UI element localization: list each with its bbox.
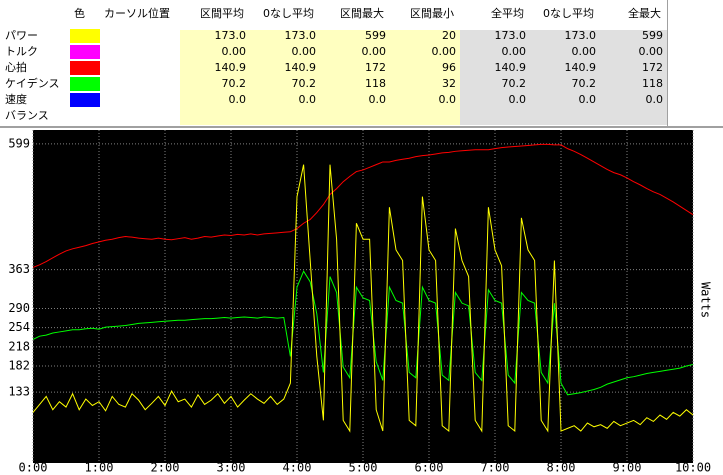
table-cell: 0.00 [431,45,457,58]
x-tick-label: 7:00 [481,461,510,475]
series-line [32,143,694,268]
table-divider [667,0,668,126]
y-axis-label: Watts [699,282,713,318]
column-header: 区間最大 [340,7,384,20]
x-tick-label: 5:00 [349,461,378,475]
table-cell: 0.00 [638,45,664,58]
x-tick-label: 2:00 [151,461,180,475]
column-header: 0なし平均 [263,7,314,20]
table-cell: 0.00 [501,45,527,58]
x-tick-label: 3:00 [217,461,246,475]
column-header: 区間最小 [410,7,454,20]
table-cell: 0.0 [368,93,387,106]
yellow-band [180,30,460,125]
color-swatch [70,61,100,75]
y-tick-label: 363 [8,262,30,276]
table-cell: 0.0 [645,93,664,106]
column-header: 区間平均 [200,7,244,20]
row-label: トルク [5,45,38,58]
y-tick-label: 290 [8,301,30,315]
table-cell: 173.0 [494,29,527,42]
gray-band [460,30,667,125]
column-header: カーソル位置 [104,7,170,20]
row-label: ケイデンス [5,77,60,90]
series-line [32,164,694,433]
table-cell: 173.0 [284,29,317,42]
column-header: 0なし平均 [543,7,594,20]
table-cell: 0.00 [221,45,247,58]
table-cell: 0.00 [291,45,317,58]
y-tick-label: 133 [8,385,30,399]
color-swatch [70,77,100,91]
column-header: 全平均 [491,7,524,20]
table-cell: 0.0 [578,93,597,106]
column-header: 全最大 [628,7,661,20]
table-cell: 70.2 [571,77,597,90]
table-cell: 140.9 [564,61,597,74]
table-cell: 140.9 [284,61,317,74]
row-label: バランス [5,109,49,122]
x-tick-label: 0:00 [19,461,48,475]
y-tick-label: 182 [8,359,30,373]
table-cell: 140.9 [494,61,527,74]
color-swatch [70,93,100,107]
table-cell: 172 [642,61,663,74]
y-tick-label: 599 [8,136,30,150]
table-cell: 173.0 [564,29,597,42]
table-cell: 118 [365,77,386,90]
table-cell: 70.2 [221,77,247,90]
stats-table: 色 カーソル位置 区間平均 0なし平均 区間最大 区間最小 全平均 0なし平均 全最大パワー 17… [0,0,723,128]
table-cell: 70.2 [291,77,317,90]
table-cell: 0.00 [361,45,387,58]
color-swatch [70,29,100,43]
x-tick-label: 9:00 [613,461,642,475]
row-label: パワー [5,29,38,42]
table-cell: 118 [642,77,663,90]
table-cell: 20 [442,29,456,42]
table-cell: 70.2 [501,77,527,90]
x-tick-label: 8:00 [547,461,576,475]
x-tick-label: 1:00 [85,461,114,475]
table-cell: 32 [442,77,456,90]
row-label: 速度 [5,93,27,106]
table-cell: 96 [442,61,456,74]
series-line [32,270,694,396]
color-swatch [70,45,100,59]
table-cell: 0.0 [228,93,247,106]
x-tick-label: 10:00 [675,461,711,475]
column-header: 色 [74,7,85,20]
x-tick-label: 6:00 [415,461,444,475]
table-cell: 0.0 [438,93,457,106]
table-cell: 599 [642,29,663,42]
table-cell: 173.0 [214,29,247,42]
table-cell: 0.0 [298,93,317,106]
table-cell: 172 [365,61,386,74]
y-tick-label: 218 [8,339,30,353]
x-tick-label: 4:00 [283,461,312,475]
chart: Watts 0:00 1:00 2:00 3:00 4:00 5:00 6:00 7:00 8:… [8,130,713,475]
plot-area [33,130,693,463]
y-tick-label: 254 [8,320,30,334]
table-cell: 140.9 [214,61,247,74]
row-label: 心拍 [5,61,27,74]
table-cell: 0.0 [508,93,527,106]
table-cell: 0.00 [571,45,597,58]
table-cell: 599 [365,29,386,42]
